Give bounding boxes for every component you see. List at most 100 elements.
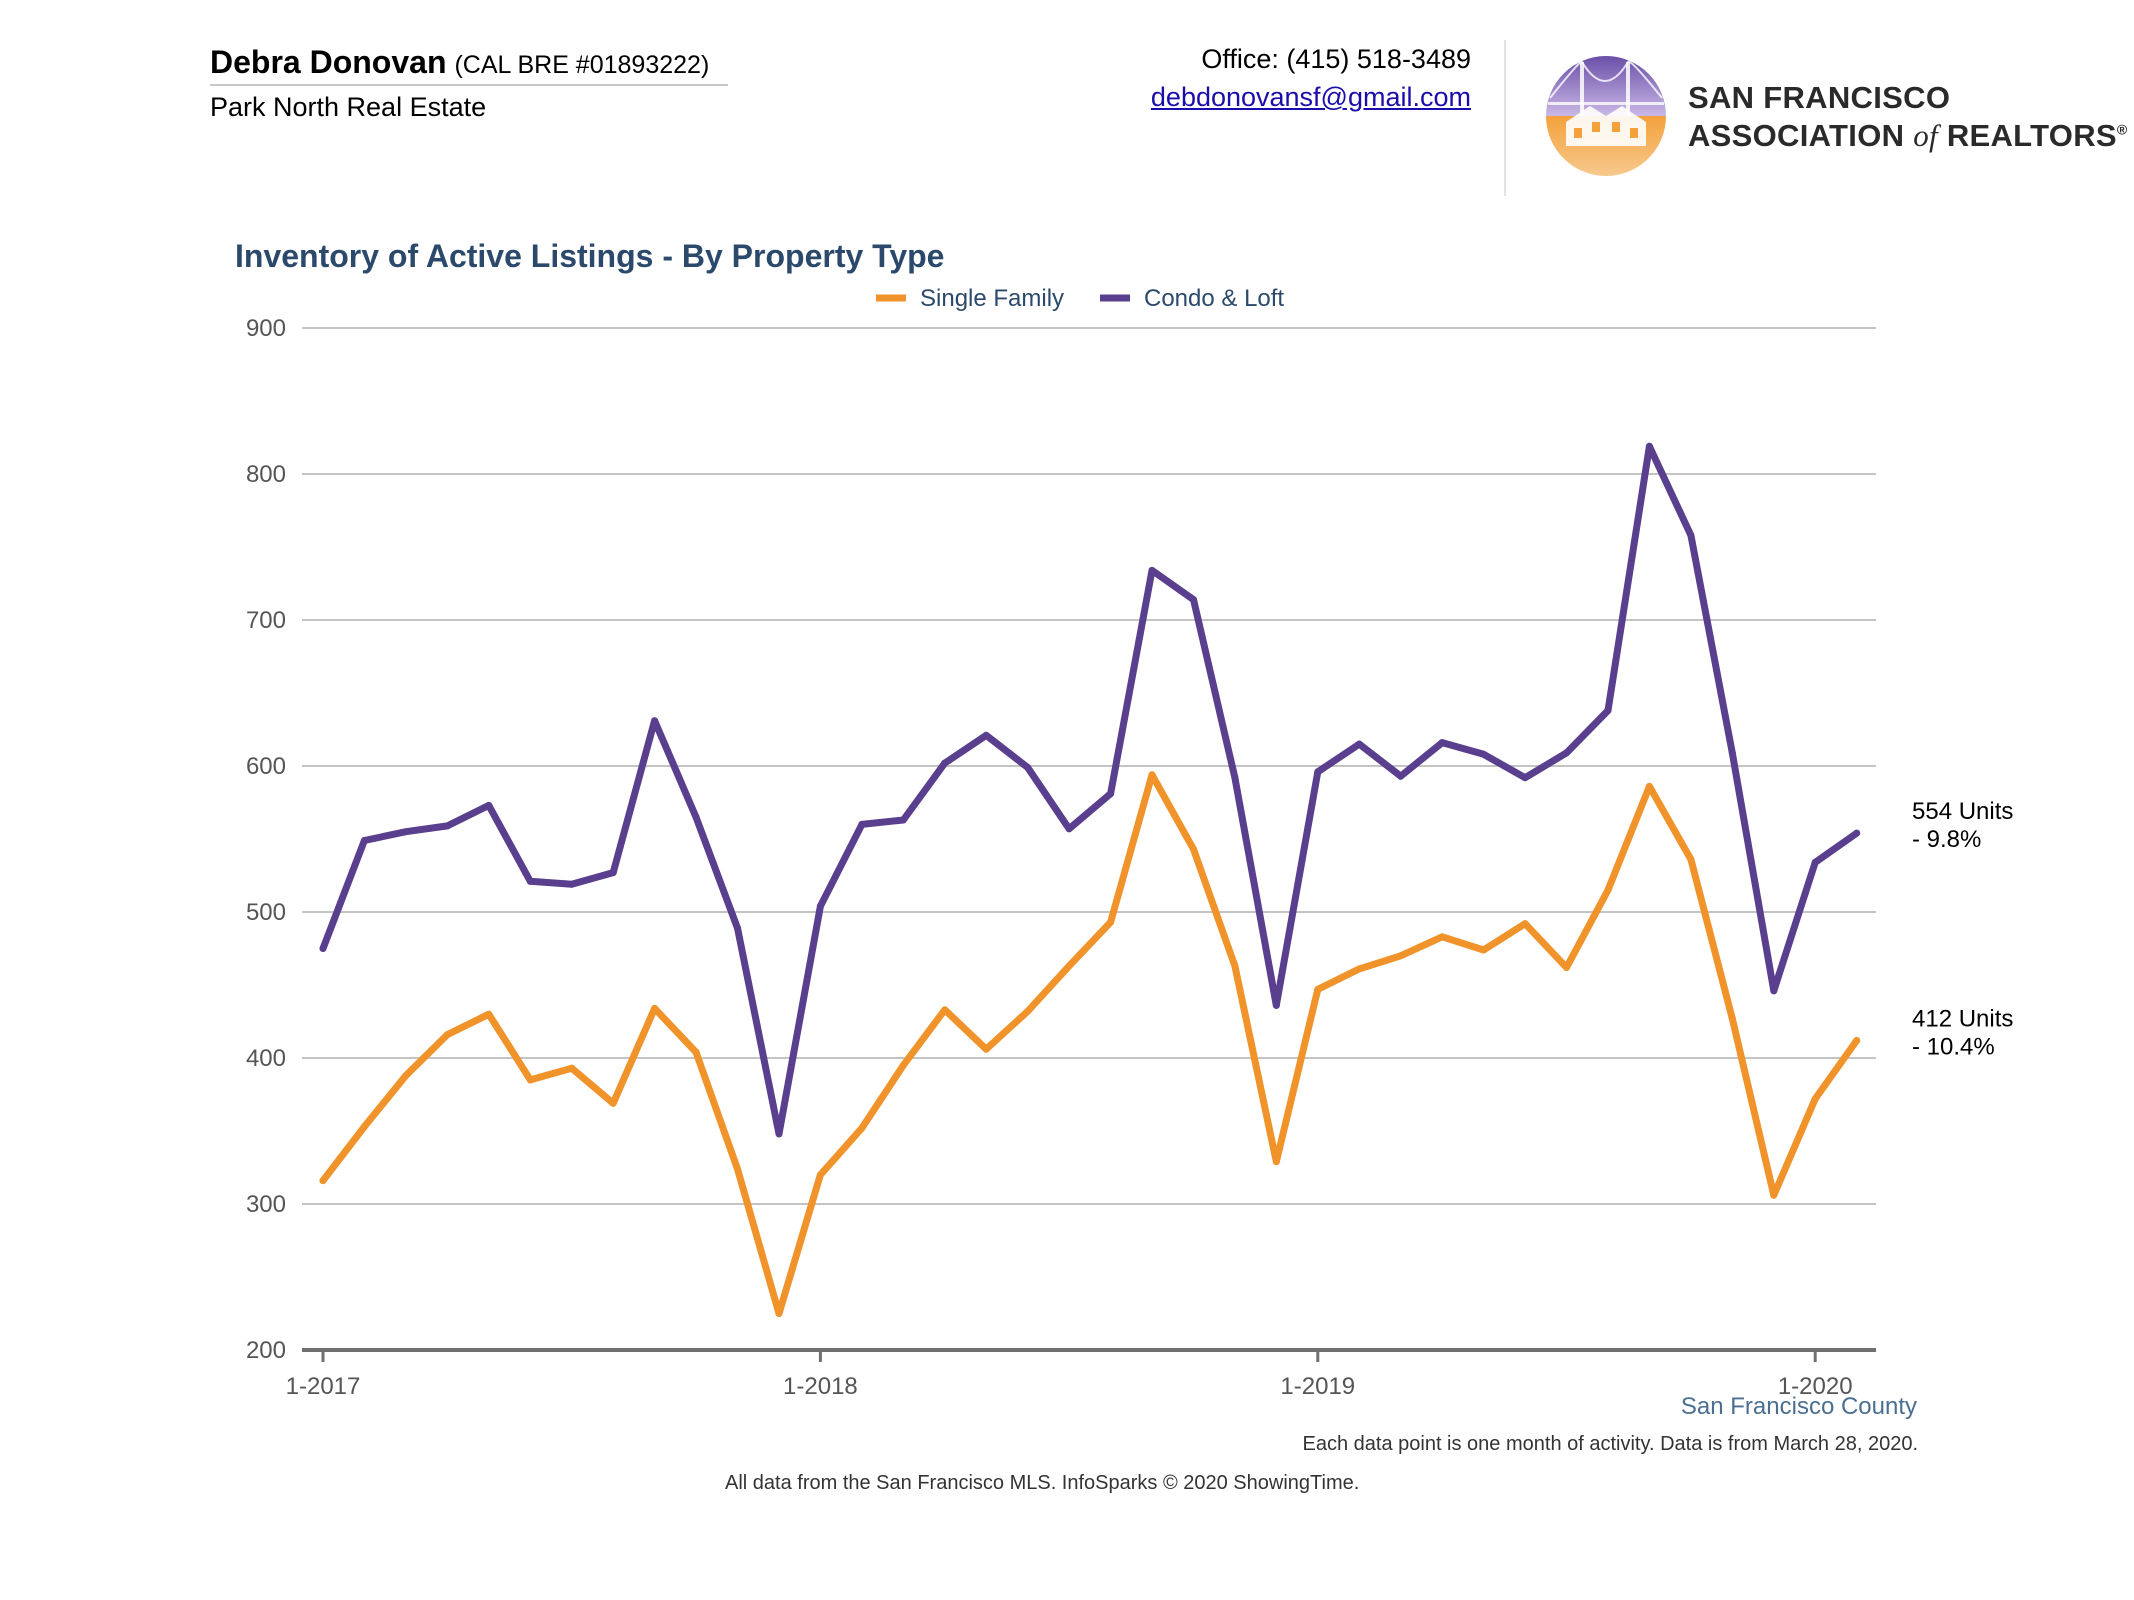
data-point-single-family [1148, 771, 1156, 779]
data-point-condo-loft [319, 945, 327, 952]
data-point-condo-loft [1728, 749, 1736, 757]
end-labels: 412 Units- 10.4% 554 Units- 9.8% [1912, 798, 2013, 1060]
data-point-single-family [1770, 1191, 1778, 1199]
data-point-single-family [1521, 920, 1529, 928]
data-point-single-family [1645, 782, 1653, 790]
data-point-single-family [899, 1061, 907, 1069]
logo-text-line-1: SAN FRANCISCO [1688, 80, 1951, 115]
agent-license: (CAL BRE #01893222) [454, 51, 710, 79]
series-line-condo-loft [319, 442, 1861, 1138]
data-point-condo-loft [734, 924, 741, 932]
data-point-single-family [941, 1006, 949, 1014]
data-point-single-family [816, 1171, 824, 1179]
data-point-single-family [1604, 886, 1612, 894]
end-label-units-condo-loft: 554 Units [1912, 798, 2013, 825]
data-point-condo-loft [443, 822, 451, 830]
data-point-condo-loft [651, 717, 659, 725]
y-tick-label: 300 [246, 1191, 286, 1218]
data-point-condo-loft [485, 801, 493, 809]
logo-text-line-2: ASSOCIATION of REALTORS® [1688, 118, 2128, 154]
data-point-single-family [1563, 963, 1570, 971]
y-tick-label: 800 [246, 461, 286, 488]
office-phone: Office: (415) 518-3489 [1201, 44, 1471, 74]
data-point-condo-loft [1107, 790, 1115, 798]
data-point-single-family [1314, 985, 1322, 993]
data-point-single-family [1065, 962, 1073, 970]
data-point-single-family [1438, 933, 1446, 941]
agent-name-text: Debra Donovan [210, 44, 447, 80]
x-tick-label: 1-2017 [286, 1373, 361, 1400]
footnote-source: All data from the San Francisco MLS. Inf… [725, 1472, 1360, 1494]
data-point-condo-loft [1314, 768, 1322, 776]
y-tick-label: 500 [246, 899, 286, 926]
end-label-change-single-family: - 10.4% [1912, 1033, 1995, 1060]
data-point-condo-loft [941, 759, 949, 767]
data-point-condo-loft [1480, 750, 1488, 758]
data-point-condo-loft [1770, 987, 1778, 995]
data-point-condo-loft [360, 836, 368, 844]
data-point-single-family [1107, 918, 1115, 926]
data-point-condo-loft [858, 820, 866, 828]
series-layer [319, 442, 1861, 1317]
data-point-condo-loft [1438, 739, 1446, 747]
data-point-condo-loft [899, 816, 907, 824]
data-point-condo-loft [1853, 829, 1861, 837]
data-point-single-family [982, 1045, 990, 1053]
data-point-single-family [775, 1310, 783, 1317]
data-point-single-family [526, 1076, 534, 1084]
data-point-condo-loft [568, 880, 576, 888]
data-point-single-family [360, 1123, 368, 1131]
data-point-condo-loft [775, 1130, 783, 1138]
header-divider [1504, 40, 1506, 196]
data-point-condo-loft [1687, 531, 1695, 539]
end-label-units-single-family: 412 Units [1912, 1005, 2013, 1032]
data-point-condo-loft [1811, 858, 1819, 866]
series-line-single-family [319, 771, 1861, 1317]
data-point-single-family [734, 1165, 741, 1173]
data-point-condo-loft [1024, 763, 1032, 771]
footnote-data-note: Each data point is one month of activity… [1302, 1433, 1919, 1455]
logo-text-association: ASSOCIATION [1688, 118, 1914, 153]
logo-text-of: of [1913, 118, 1938, 153]
data-point-single-family [858, 1124, 866, 1132]
grid-layer [302, 327, 1876, 1352]
agent-name: Debra Donovan (CAL BRE #01893222) [210, 44, 709, 81]
data-point-condo-loft [1355, 740, 1363, 748]
y-tick-label: 200 [246, 1337, 286, 1364]
data-point-condo-loft [692, 813, 700, 821]
office-email-link[interactable]: debdonovansf@gmail.com [1150, 82, 1471, 112]
county-label: San Francisco County [1680, 1393, 1917, 1420]
data-point-condo-loft [1148, 566, 1156, 574]
y-axis-ticks: 200 300 400 500 600 700 800 900 [246, 315, 286, 1364]
data-point-single-family [1480, 946, 1488, 954]
data-point-single-family [1231, 962, 1239, 970]
data-point-single-family [1853, 1036, 1861, 1044]
data-point-single-family [1355, 965, 1363, 973]
data-point-condo-loft [1645, 442, 1653, 450]
data-point-single-family [443, 1031, 451, 1039]
data-point-condo-loft [1397, 772, 1405, 780]
data-point-single-family [1272, 1158, 1280, 1166]
data-point-single-family [1397, 952, 1405, 960]
data-point-single-family [609, 1099, 617, 1107]
legend: Single Family Condo & Loft [876, 285, 1284, 312]
data-point-condo-loft [1604, 707, 1612, 715]
x-tick-label: 1-2020 [1778, 1373, 1853, 1400]
data-point-single-family [319, 1177, 327, 1185]
data-point-condo-loft [1521, 774, 1529, 782]
data-point-single-family [1687, 855, 1695, 863]
data-point-condo-loft [982, 731, 990, 739]
legend-label-single-family: Single Family [920, 285, 1064, 312]
data-point-condo-loft [402, 828, 410, 836]
data-point-condo-loft [1189, 596, 1197, 604]
data-point-single-family [1024, 1007, 1032, 1015]
end-label-change-condo-loft: - 9.8% [1912, 826, 1981, 853]
data-point-single-family [1811, 1095, 1819, 1103]
data-point-condo-loft [816, 902, 824, 910]
data-point-condo-loft [1563, 749, 1570, 757]
x-tick-label: 1-2018 [783, 1373, 858, 1400]
chart-title: Inventory of Active Listings - By Proper… [235, 238, 945, 274]
data-point-condo-loft [1231, 774, 1239, 782]
x-tick-label: 1-2019 [1280, 1373, 1355, 1400]
data-point-single-family [1189, 845, 1197, 853]
